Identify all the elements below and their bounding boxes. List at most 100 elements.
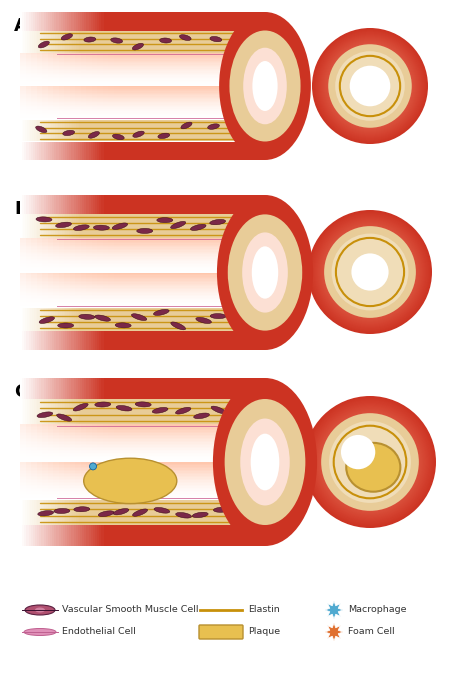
Ellipse shape: [84, 458, 177, 503]
Bar: [31, 141, 33, 160]
Bar: [29, 31, 31, 53]
Bar: [22, 12, 25, 31]
Ellipse shape: [243, 48, 287, 124]
Circle shape: [343, 59, 397, 113]
Bar: [106, 12, 265, 31]
Bar: [20, 300, 265, 302]
Bar: [36, 424, 42, 500]
Circle shape: [328, 230, 412, 314]
Bar: [20, 479, 265, 481]
Bar: [69, 399, 71, 424]
Bar: [67, 141, 70, 160]
Bar: [52, 399, 54, 424]
Bar: [95, 12, 98, 31]
Ellipse shape: [79, 314, 95, 319]
Ellipse shape: [74, 507, 90, 512]
Circle shape: [309, 211, 431, 333]
Bar: [37, 12, 40, 31]
Circle shape: [316, 218, 424, 326]
Bar: [20, 86, 265, 88]
Bar: [36, 237, 42, 308]
Bar: [55, 12, 57, 31]
Bar: [20, 488, 265, 490]
Bar: [39, 214, 42, 237]
Circle shape: [328, 231, 411, 313]
Bar: [24, 195, 27, 214]
Bar: [20, 108, 265, 110]
Bar: [80, 141, 82, 160]
Ellipse shape: [181, 122, 192, 129]
Ellipse shape: [160, 38, 172, 43]
Bar: [20, 458, 265, 460]
Circle shape: [360, 262, 380, 282]
Bar: [50, 214, 52, 237]
Bar: [20, 53, 265, 55]
Bar: [42, 237, 47, 308]
Bar: [80, 308, 82, 331]
Bar: [65, 378, 68, 399]
Bar: [20, 254, 265, 256]
Bar: [69, 378, 72, 399]
Bar: [31, 12, 33, 31]
Bar: [20, 214, 22, 237]
Circle shape: [324, 40, 417, 132]
Circle shape: [360, 452, 380, 472]
Bar: [53, 308, 55, 331]
Bar: [46, 500, 48, 525]
Bar: [81, 119, 265, 141]
Circle shape: [313, 215, 427, 329]
Bar: [62, 500, 64, 525]
Circle shape: [336, 428, 404, 496]
Circle shape: [320, 222, 419, 322]
Bar: [20, 264, 265, 266]
Bar: [70, 237, 75, 308]
Bar: [20, 451, 265, 454]
Bar: [56, 12, 59, 31]
Bar: [20, 119, 22, 141]
Bar: [20, 78, 265, 80]
Bar: [78, 31, 80, 53]
Bar: [97, 12, 100, 31]
Ellipse shape: [210, 314, 226, 318]
Ellipse shape: [180, 35, 191, 40]
Bar: [20, 491, 265, 492]
Ellipse shape: [171, 322, 186, 330]
Circle shape: [334, 426, 406, 499]
Circle shape: [365, 81, 375, 91]
Ellipse shape: [88, 132, 100, 138]
Bar: [63, 12, 65, 31]
Bar: [76, 525, 78, 546]
Bar: [78, 119, 80, 141]
Bar: [20, 464, 265, 466]
Bar: [62, 31, 64, 53]
Bar: [53, 399, 55, 424]
Bar: [53, 31, 55, 53]
Ellipse shape: [73, 225, 89, 231]
Bar: [60, 399, 63, 424]
Bar: [86, 53, 91, 119]
Bar: [65, 399, 68, 424]
Bar: [20, 296, 265, 298]
Bar: [55, 331, 57, 350]
Bar: [44, 378, 46, 399]
Ellipse shape: [175, 407, 191, 414]
Bar: [20, 249, 265, 251]
Bar: [20, 499, 265, 501]
Ellipse shape: [63, 130, 74, 136]
Bar: [36, 500, 38, 525]
Bar: [114, 237, 119, 308]
Bar: [22, 214, 24, 237]
Bar: [20, 485, 265, 487]
Bar: [36, 308, 38, 331]
Bar: [24, 399, 26, 424]
Bar: [57, 119, 59, 141]
Circle shape: [352, 68, 388, 104]
Bar: [20, 110, 265, 112]
Bar: [50, 399, 52, 424]
Circle shape: [324, 226, 416, 318]
Bar: [59, 331, 61, 350]
Circle shape: [340, 242, 400, 302]
Bar: [52, 500, 54, 525]
Bar: [20, 445, 265, 447]
Bar: [80, 214, 82, 237]
